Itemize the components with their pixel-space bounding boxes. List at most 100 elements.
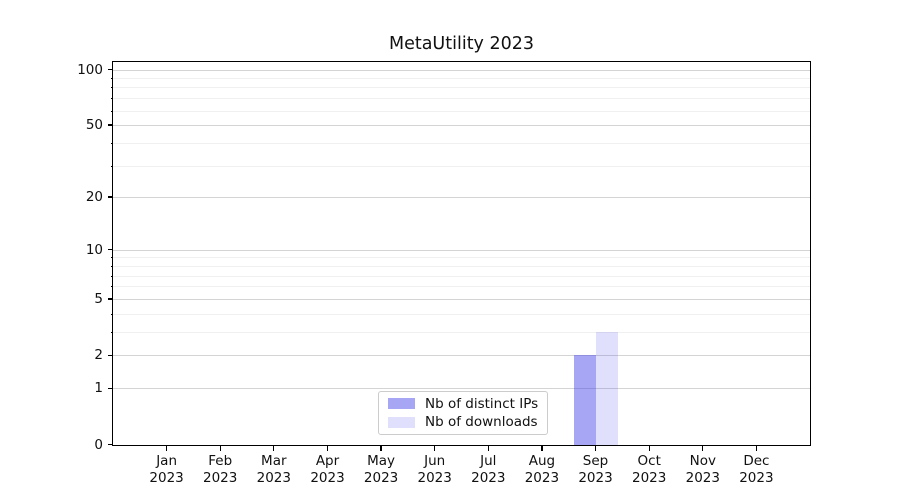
x-axis-tick: [755, 446, 758, 451]
y-axis-minor-tick: [110, 110, 114, 112]
gridline-major: [113, 355, 810, 357]
x-axis-tick-label: Aug 2023: [510, 453, 574, 488]
x-axis-tick-label: Oct 2023: [617, 453, 681, 488]
gridline-major: [113, 388, 810, 390]
gridline-minor: [113, 257, 810, 259]
x-axis-label-line: 2023: [149, 470, 184, 486]
grid-layer: [113, 62, 810, 445]
x-axis-tick-label: Nov 2023: [671, 453, 735, 488]
y-axis-tick: [108, 387, 113, 389]
x-axis-label-line: 2023: [578, 470, 613, 486]
x-axis-label-line: Oct: [637, 452, 661, 469]
x-axis-label-line: Aug: [528, 452, 556, 469]
y-axis-tick-label: 20: [85, 189, 103, 206]
y-axis-minor-tick: [110, 142, 114, 144]
y-axis-tick: [108, 354, 113, 356]
y-axis-minor-tick: [110, 331, 114, 333]
x-axis-tick-label: Jul 2023: [456, 453, 520, 488]
x-axis-label-line: 2023: [203, 470, 238, 486]
x-axis-tick: [165, 446, 168, 451]
y-axis-tick: [108, 249, 113, 251]
x-axis-label-line: Nov: [689, 452, 716, 469]
y-axis-minor-tick: [110, 286, 114, 288]
y-axis-tick-label: 100: [77, 61, 103, 78]
gridline-minor: [113, 142, 810, 144]
legend: Nb of distinct IPs Nb of downloads: [378, 391, 548, 435]
x-axis-tick: [326, 446, 329, 451]
bar-nb-of-downloads: [595, 331, 618, 445]
x-axis-label-line: Jan: [156, 452, 177, 469]
x-axis-tick-label: Dec 2023: [724, 453, 788, 488]
x-axis-label-line: Sep: [582, 452, 609, 469]
bars-layer: [113, 62, 810, 445]
gridline-major: [113, 249, 810, 251]
x-axis-label-line: Feb: [208, 452, 233, 469]
x-axis-tick: [273, 446, 275, 451]
gridline-minor: [113, 286, 810, 288]
legend-label-downloads: Nb of downloads: [425, 414, 538, 431]
gridline-minor: [113, 275, 810, 277]
bar-nb-of-distinct-ips: [573, 355, 596, 445]
gridline-minor: [113, 266, 810, 267]
gridline-minor: [113, 110, 810, 112]
x-axis-tick-label: Jun 2023: [403, 453, 467, 488]
x-axis-tick: [487, 446, 489, 451]
y-axis-tick-label: 5: [94, 290, 103, 307]
legend-item-downloads: Nb of downloads: [388, 414, 538, 430]
x-axis-label-line: 2023: [632, 470, 667, 486]
x-axis-tick-label: Apr 2023: [296, 453, 360, 488]
y-axis-tick-label: 10: [85, 241, 103, 258]
y-axis-minor-tick: [110, 313, 114, 315]
legend-item-distinct-ips: Nb of distinct IPs: [388, 396, 538, 412]
y-axis-tick: [108, 443, 113, 446]
gridline-major: [113, 125, 810, 126]
x-axis-tick: [648, 446, 650, 451]
y-axis-tick-label: 1: [94, 380, 103, 397]
y-axis-tick: [108, 124, 113, 126]
x-axis-label-line: Dec: [743, 452, 770, 469]
y-axis-minor-tick: [110, 98, 114, 100]
gridline-minor: [113, 87, 810, 89]
x-axis-tick: [434, 446, 436, 451]
x-axis-tick-label: Feb 2023: [188, 453, 252, 488]
legend-swatch-downloads-icon: [388, 416, 415, 428]
x-axis-tick-label: Mar 2023: [242, 453, 306, 488]
x-axis-label-line: Mar: [261, 452, 287, 469]
gridline-minor: [113, 98, 810, 100]
y-axis-minor-tick: [110, 87, 114, 89]
gridline-minor: [113, 78, 810, 79]
gridline-major: [113, 69, 810, 71]
y-axis-tick: [108, 68, 113, 71]
y-axis-tick: [108, 298, 113, 300]
y-axis-tick-label: 50: [85, 117, 103, 133]
gridline-major: [113, 197, 810, 199]
x-axis-label-line: 2023: [310, 470, 345, 486]
y-axis-minor-tick: [110, 275, 114, 277]
x-axis-label-line: 2023: [256, 470, 291, 486]
x-axis-label-line: 2023: [685, 470, 720, 486]
x-axis-tick: [219, 446, 221, 451]
x-axis-label-line: May: [367, 452, 396, 469]
x-axis-label-line: 2023: [471, 470, 506, 486]
x-axis-label-line: Jun: [424, 452, 446, 469]
y-axis-tick: [108, 196, 113, 198]
x-axis-tick-label: Sep 2023: [564, 453, 628, 488]
gridline-minor: [113, 331, 810, 333]
y-axis-minor-tick: [110, 165, 114, 167]
x-axis-label-line: 2023: [739, 470, 774, 486]
legend-swatch-distinct-ips-icon: [388, 398, 415, 410]
y-axis-minor-tick: [110, 78, 114, 79]
x-axis-tick: [702, 446, 704, 451]
gridline-minor: [113, 165, 810, 167]
x-axis-label-line: 2023: [417, 470, 452, 486]
x-axis-label-line: 2023: [524, 470, 560, 486]
x-axis-tick: [594, 446, 597, 451]
x-axis-label-line: Jul: [480, 452, 497, 469]
y-axis-tick-label: 2: [94, 347, 103, 364]
y-axis-minor-tick: [110, 257, 114, 259]
x-axis-tick-label: Jan 2023: [135, 453, 199, 488]
x-axis-label-line: Apr: [315, 452, 340, 469]
x-axis-label-line: 2023: [363, 470, 399, 486]
gridline-major: [113, 298, 810, 300]
